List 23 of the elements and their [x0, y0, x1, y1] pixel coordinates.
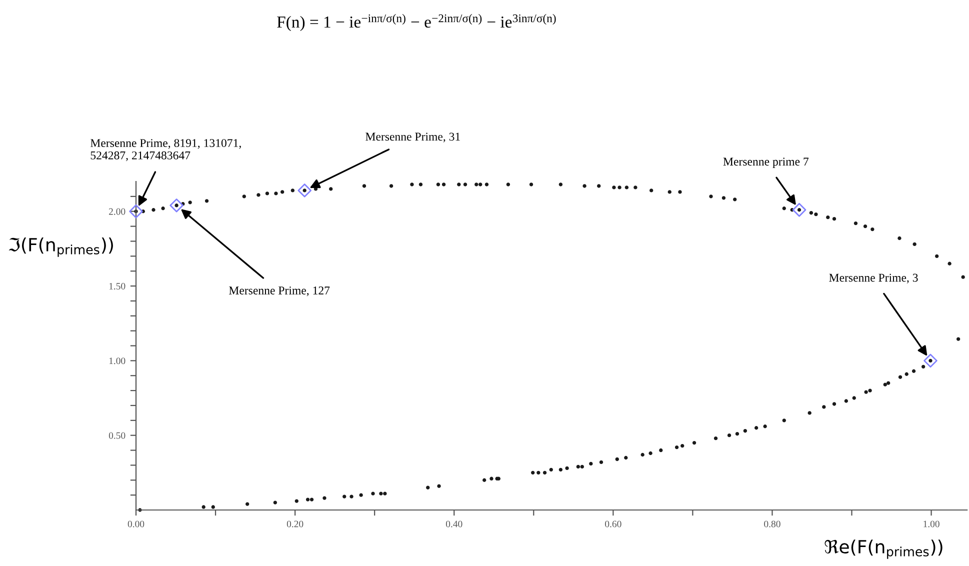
y-tick-label: 0.50: [108, 432, 126, 439]
x-tick-label: 0.80: [764, 520, 780, 528]
x-tick-label: 0.00: [128, 520, 144, 528]
annotation: Mersenne Prime, 31: [366, 132, 460, 142]
point: [792, 202, 806, 217]
x-tick-label: 1.00: [924, 520, 940, 528]
y-axis-title: ℑ(F(n$_{primes}$)): [8, 238, 113, 257]
annotation: Mersenne prime 7: [723, 158, 809, 168]
y-tick-label: 2.00: [108, 208, 126, 215]
x-tick-label: 0.60: [605, 520, 622, 528]
annotation: Mersenne Prime, 3: [829, 274, 918, 284]
y-tick-label: 1.00: [109, 358, 126, 364]
point: [298, 184, 312, 198]
annotation: Mersenne Prime, 8191, 131071, 524287, 2147483647: [90, 139, 241, 162]
point: [924, 354, 938, 368]
y-tick-label: 1.50: [109, 282, 126, 290]
x-axis-title: ℜe(F(n$_{primes}$)): [824, 540, 942, 559]
point: [170, 198, 184, 212]
x-tick-label: 0.40: [446, 520, 462, 528]
annotation: Mersenne Prime, 127: [229, 286, 330, 296]
point: [129, 204, 143, 218]
x-tick-label: 0.20: [286, 520, 304, 528]
chart-title: F(n) = 1 − ie$^{−inπ/σ(n)}$ − e$^{−2inπ/σ(n)}$ − ie$^{3inπ/σ(n)}$: [277, 14, 556, 32]
